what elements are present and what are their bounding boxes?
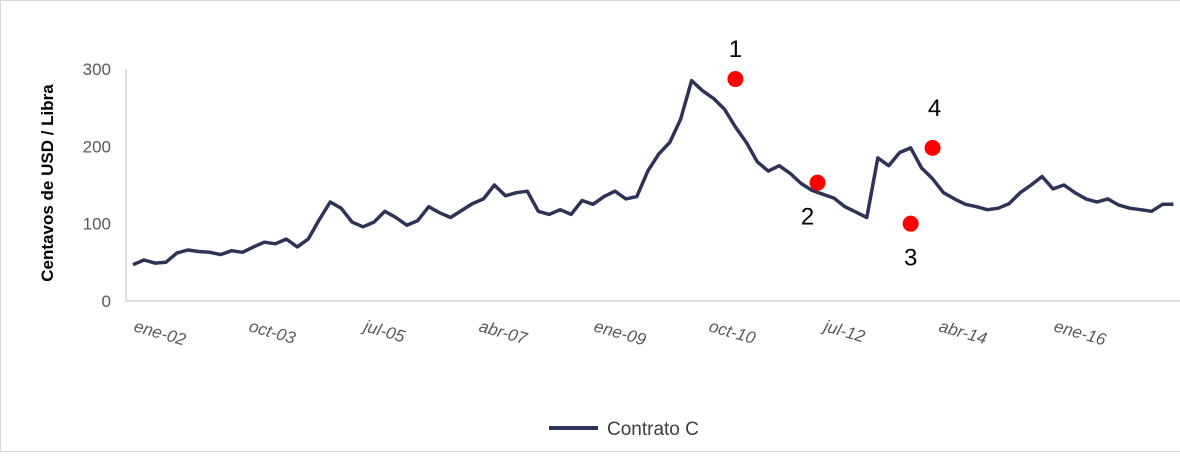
y-tick-label: 200 (83, 137, 111, 156)
annotation-label: 4 (928, 95, 941, 122)
annotation-marker (902, 215, 919, 232)
annotation-label: 3 (904, 245, 917, 272)
x-tick-label: jul-12 (820, 316, 868, 346)
x-tick-label: abr-14 (937, 317, 989, 349)
annotation-label: 1 (729, 36, 742, 63)
y-tick-label: 0 (102, 292, 111, 311)
legend-label: Contrato C (607, 419, 699, 440)
x-tick-label: ene-09 (592, 317, 649, 350)
annotation-marker (809, 174, 826, 191)
annotation-marker (727, 71, 744, 88)
y-tick-label: 300 (83, 60, 111, 79)
x-tick-label: jul-05 (360, 316, 408, 346)
x-tick-label: oct-10 (707, 317, 758, 348)
y-tick-label: 100 (83, 215, 111, 234)
y-axis-label: Centavos de USD / Libra (38, 84, 57, 282)
x-tick-label: oct-03 (247, 317, 298, 348)
series-line-contrato-c (132, 78, 1174, 267)
x-tick-label: ene-02 (132, 317, 189, 350)
x-tick-label: abr-07 (477, 317, 530, 349)
x-tick-label: ene-16 (1052, 317, 1109, 350)
annotation-marker (924, 139, 941, 156)
annotation-label: 2 (801, 204, 814, 231)
